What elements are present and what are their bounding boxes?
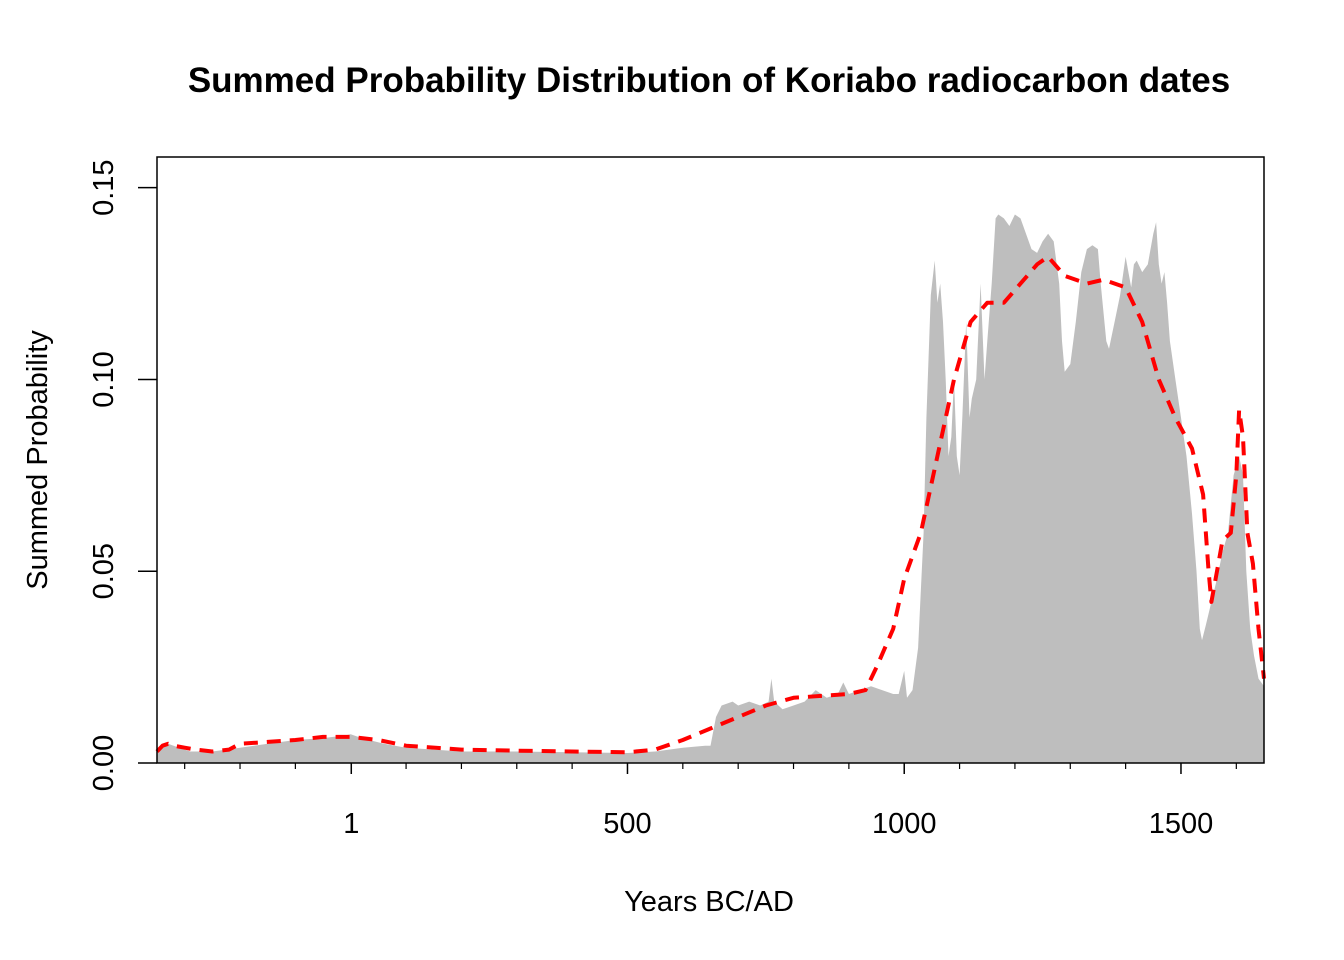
plot-area-border [156, 156, 1265, 764]
y-axis-title: Summed Probability [22, 330, 54, 590]
x-tick-label: 1 [343, 808, 359, 840]
chart-title: Summed Probability Distribution of Koria… [188, 61, 1230, 100]
y-tick-label: 0.15 [88, 159, 120, 215]
x-axis: 1 500 1000 1500 [184, 763, 1237, 840]
x-tick-label: 1500 [1149, 808, 1214, 840]
spd-area-series [157, 214, 1264, 763]
y-tick-label: 0.00 [88, 735, 120, 791]
x-axis-title: Years BC/AD [624, 886, 794, 918]
x-tick-label: 500 [603, 808, 651, 840]
series-layer [155, 214, 1266, 763]
y-tick-label: 0.10 [88, 351, 120, 407]
x-tick-label: 1000 [872, 808, 937, 840]
y-tick-label: 0.05 [88, 543, 120, 599]
fitted-curve-series [155, 254, 1266, 755]
y-axis: 0.00 0.05 0.10 0.15 [88, 159, 157, 791]
